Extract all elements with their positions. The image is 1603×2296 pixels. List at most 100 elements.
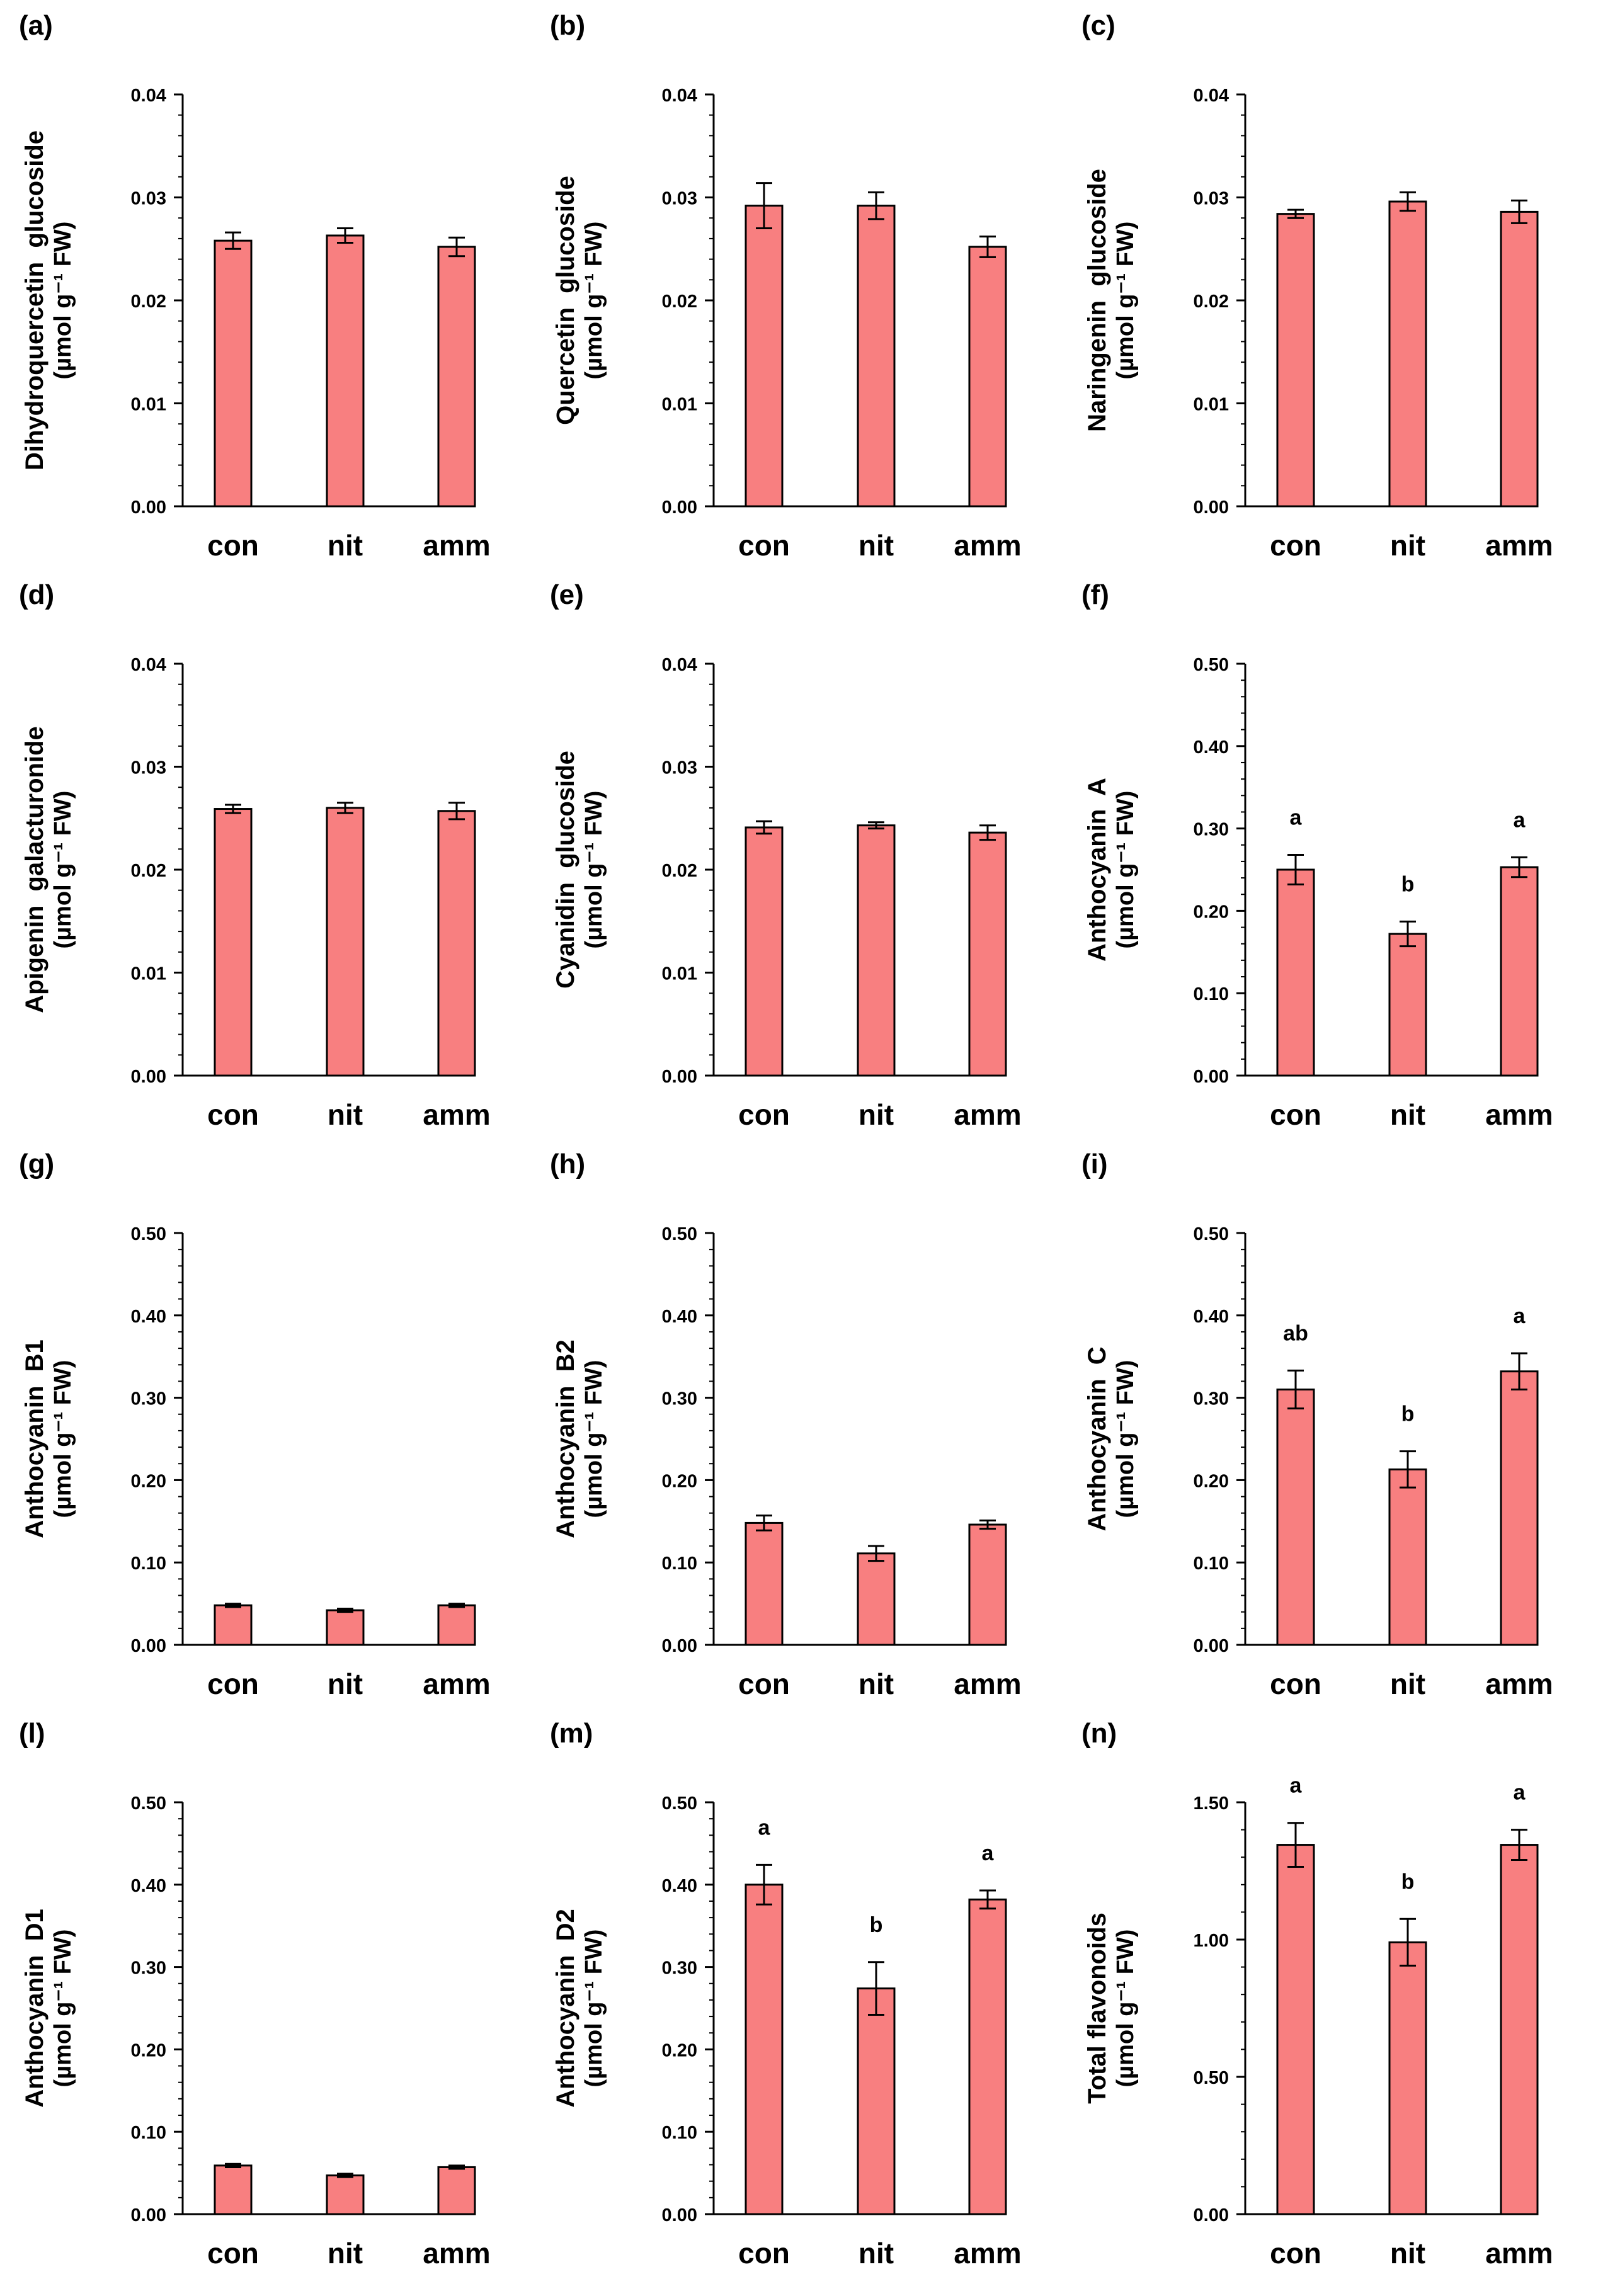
bar-amm (1500, 1844, 1539, 2215)
y-tick-label: 0.10 (131, 2123, 166, 2143)
y-tick-label: 0.10 (1194, 1554, 1229, 1574)
y-tick-label: 0.50 (1194, 2068, 1229, 2088)
y-axis-title: Anthocyanin D1 (21, 1909, 48, 2108)
x-tick-label: amm (954, 1098, 1021, 1131)
x-tick-label: amm (423, 1668, 490, 1700)
bar-con (744, 205, 784, 508)
panel-label: (e) (550, 579, 584, 610)
x-tick-label: con (738, 1668, 790, 1700)
panel-label: (i) (1081, 1149, 1108, 1179)
significance-letter: a (1514, 808, 1526, 832)
y-tick-label: 0.02 (1194, 292, 1229, 312)
y-tick-label: 0.50 (662, 1793, 697, 1814)
x-tick-label: nit (328, 1668, 363, 1700)
y-axis-unit: (µmol g⁻¹ FW) (1112, 1360, 1139, 1518)
bar-amm (437, 1604, 476, 1646)
panel-label: (d) (19, 579, 54, 610)
bar-con (744, 1521, 784, 1646)
y-tick-label: 0.20 (662, 2040, 697, 2060)
x-tick-label: con (1270, 1098, 1321, 1131)
x-tick-label: con (207, 1668, 259, 1700)
y-tick-label: 0.20 (131, 2040, 166, 2060)
y-tick-label: 0.40 (1194, 737, 1229, 758)
bar-nit (326, 2174, 365, 2215)
significance-letter: a (1514, 1304, 1526, 1328)
y-axis-title: Anthocyanin A (1083, 778, 1111, 962)
chart-panel-a: (a) Dihydroquercetin glucoside (µmol g⁻¹ F… (19, 10, 491, 562)
x-tick-label: con (207, 2237, 259, 2270)
bar-nit (1388, 1468, 1427, 1646)
y-tick-label: 0.40 (1194, 1307, 1229, 1327)
panel-label: (a) (19, 10, 53, 41)
y-tick-label: 0.10 (662, 1554, 697, 1574)
y-tick-label: 0.00 (131, 2205, 166, 2225)
y-tick-label: 0.03 (131, 189, 166, 209)
y-axis-unit: (µmol g⁻¹ FW) (581, 222, 607, 380)
y-axis-title: Apigenin galacturonide (21, 726, 48, 1013)
panel-label: (b) (550, 10, 585, 41)
significance-letter: b (1401, 1402, 1415, 1426)
y-axis-title: Total flavonoids (1083, 1912, 1111, 2104)
y-tick-label: 0.03 (662, 758, 697, 778)
y-axis-unit: (µmol g⁻¹ FW) (50, 1360, 76, 1518)
y-tick-label: 0.03 (1194, 189, 1229, 209)
x-tick-label: amm (954, 1668, 1021, 1700)
y-tick-label: 0.01 (662, 395, 697, 415)
y-tick-label: 0.01 (1194, 395, 1229, 415)
y-axis-title: Quercetin glucoside (552, 176, 579, 425)
x-tick-label: con (1270, 2237, 1321, 2270)
y-tick-label: 0.00 (1194, 1636, 1229, 1656)
y-axis-unit: (µmol g⁻¹ FW) (581, 791, 607, 949)
y-tick-label: 0.00 (662, 497, 697, 518)
bar-nit (857, 824, 896, 1077)
y-tick-label: 0.10 (1194, 984, 1229, 1004)
y-tick-label: 0.01 (131, 395, 166, 415)
y-tick-label: 0.00 (662, 1067, 697, 1087)
y-tick-label: 0.00 (1194, 1067, 1229, 1087)
y-tick-label: 0.03 (662, 189, 697, 209)
y-tick-label: 0.03 (131, 758, 166, 778)
panel-label: (f) (1081, 579, 1109, 610)
bar-nit (326, 234, 365, 508)
y-tick-label: 0.20 (1194, 902, 1229, 922)
x-tick-label: amm (1485, 2237, 1553, 2270)
bar-nit (1388, 200, 1427, 508)
x-tick-label: amm (423, 529, 490, 562)
bar-amm (437, 246, 476, 508)
x-tick-label: nit (859, 529, 894, 562)
panel-label: (g) (19, 1149, 54, 1179)
y-tick-label: 0.00 (1194, 2205, 1229, 2225)
y-tick-label: 0.02 (131, 292, 166, 312)
panel-label: (h) (550, 1149, 585, 1179)
x-tick-label: con (207, 1098, 259, 1131)
bar-amm (968, 831, 1007, 1077)
bar-con (1276, 1389, 1315, 1646)
chart-panel-n: (n) Total flavonoids (µmol g⁻¹ FW) 0.00 0.50… (1081, 1718, 1553, 2270)
x-tick-label: amm (954, 2237, 1021, 2270)
significance-letter: a (1290, 805, 1303, 829)
y-tick-label: 1.00 (1194, 1931, 1229, 1951)
chart-panel-f: (f) Anthocyanin A (µmol g⁻¹ FW) 0.00 0.10 0.2… (1081, 579, 1553, 1131)
chart-panel-c: (c) Naringenin glucoside (µmol g⁻¹ FW) 0.00… (1081, 10, 1553, 562)
y-tick-label: 0.01 (131, 964, 166, 984)
x-tick-label: con (1270, 529, 1321, 562)
x-tick-label: amm (1485, 529, 1553, 562)
y-tick-label: 0.01 (662, 964, 697, 984)
significance-letter: b (870, 1913, 883, 1937)
bar-nit (326, 807, 365, 1077)
y-tick-label: 0.30 (131, 1958, 166, 1979)
chart-panel-b: (b) Quercetin glucoside (µmol g⁻¹ FW) 0.00 0… (550, 10, 1022, 562)
y-tick-label: 0.40 (131, 1876, 166, 1896)
y-tick-label: 0.50 (131, 1793, 166, 1814)
y-axis-unit: (µmol g⁻¹ FW) (581, 1360, 607, 1518)
significance-letter: a (758, 1816, 771, 1839)
bar-amm (437, 2166, 476, 2215)
y-tick-label: 0.30 (131, 1389, 166, 1409)
y-tick-label: 0.40 (662, 1876, 697, 1896)
y-tick-label: 0.50 (662, 1224, 697, 1244)
y-tick-label: 0.00 (131, 497, 166, 518)
y-tick-label: 0.20 (131, 1471, 166, 1491)
x-tick-label: amm (423, 1098, 490, 1131)
y-axis-unit: (µmol g⁻¹ FW) (1112, 791, 1139, 949)
